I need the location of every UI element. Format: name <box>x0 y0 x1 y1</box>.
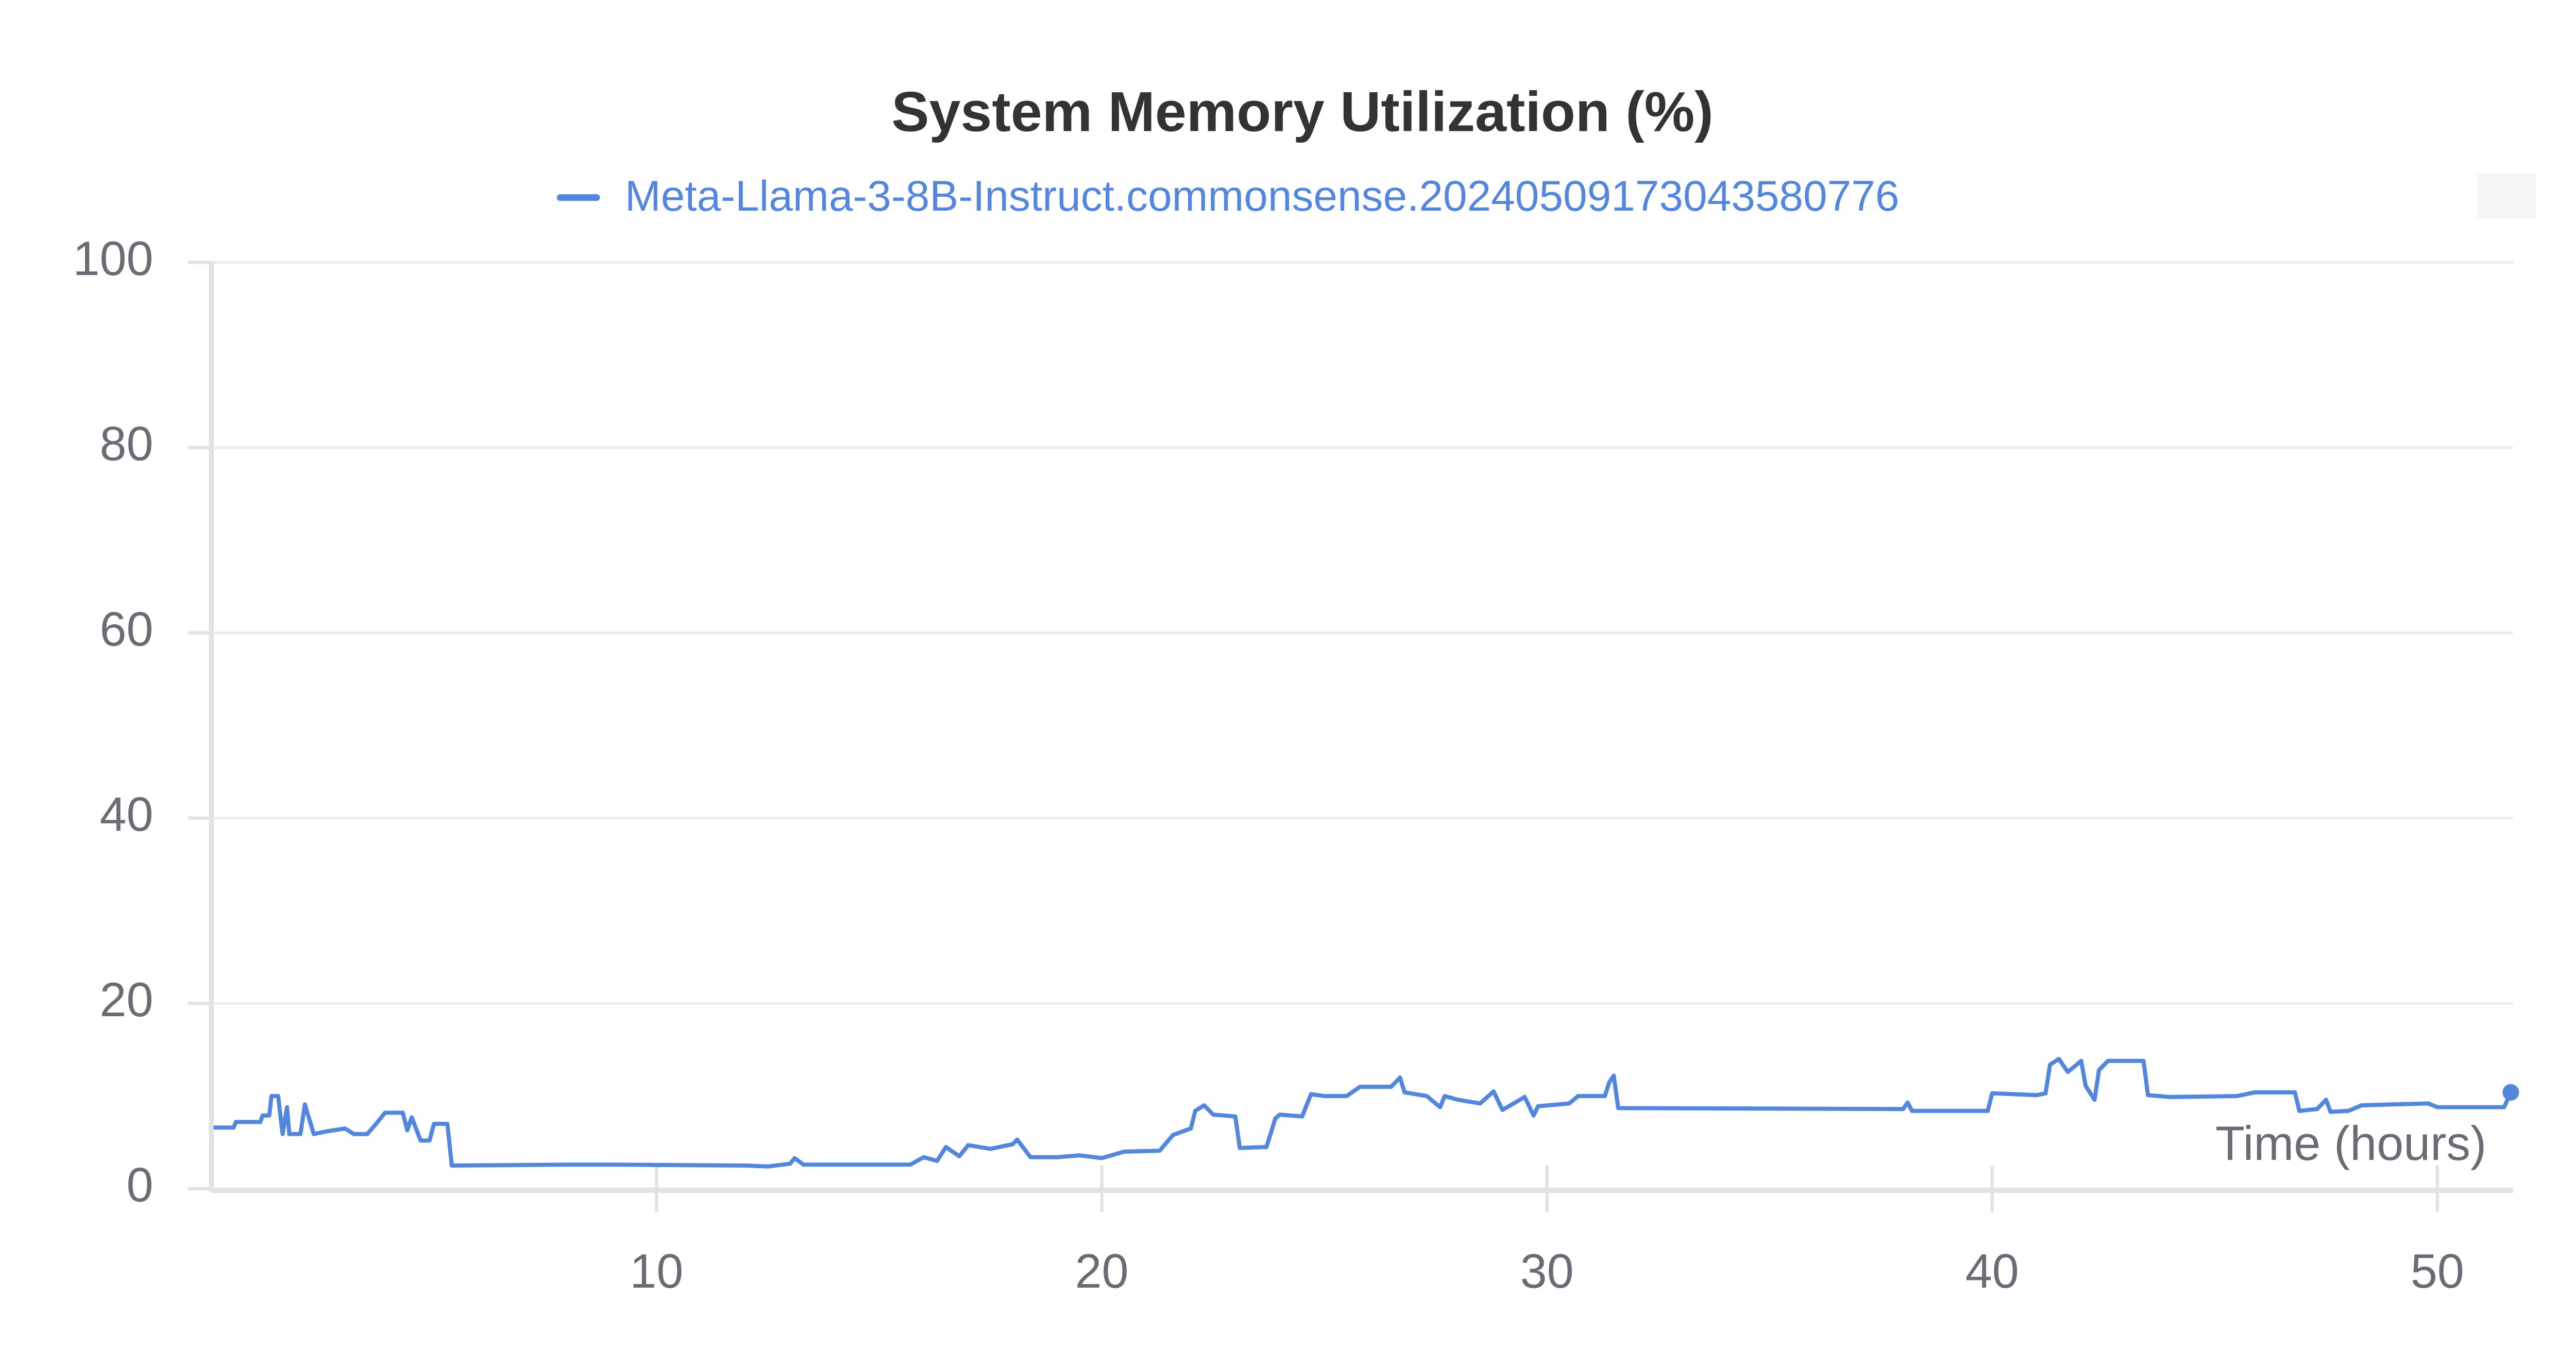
y-tick-label: 60 <box>100 602 154 656</box>
y-tick-label: 40 <box>100 787 154 841</box>
y-tick-label: 0 <box>126 1158 153 1212</box>
legend-label[interactable]: Meta-Llama-3-8B-Instruct.commonsense.202… <box>625 172 1900 220</box>
last-point <box>2502 1084 2519 1101</box>
y-tick-label: 100 <box>73 231 154 285</box>
x-tick-label: 20 <box>1075 1244 1129 1298</box>
y-tick-label: 20 <box>100 972 154 1027</box>
x-tick-label: 10 <box>630 1244 683 1298</box>
x-tick-label: 50 <box>2411 1244 2464 1298</box>
x-tick-label: 30 <box>1520 1244 1574 1298</box>
chart-title: System Memory Utilization (%) <box>891 81 1713 144</box>
toolbar-button[interactable] <box>2476 173 2536 219</box>
x-tick-label: 40 <box>1965 1244 2019 1298</box>
y-tick-label: 80 <box>100 417 154 471</box>
x-axis-label: Time (hours) <box>2215 1116 2486 1170</box>
series-line <box>213 1057 2513 1169</box>
